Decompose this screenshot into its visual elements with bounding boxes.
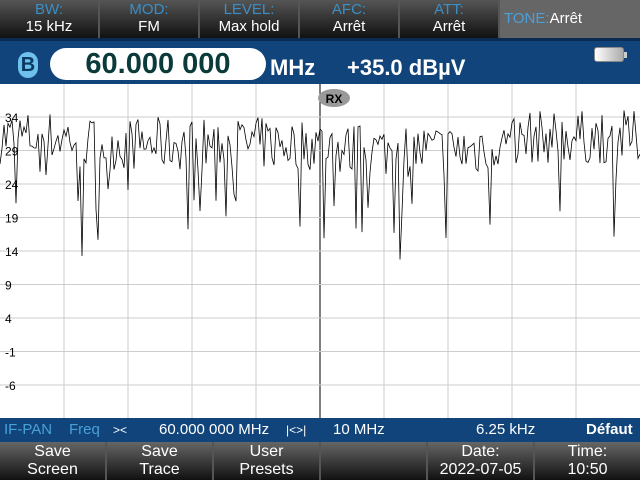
span-value: 10 MHz	[333, 421, 385, 438]
status-bar: IF-PAN Freq >< 60.000 000 MHz |<>| 10 MH…	[0, 418, 640, 442]
att-value: Arrêt	[432, 18, 466, 35]
freq-label: Freq	[69, 421, 100, 438]
user-presets-line1: User	[249, 443, 284, 460]
y-tick-label: 4	[5, 312, 12, 326]
bw-value: 15 kHz	[25, 18, 73, 35]
date-button[interactable]: Date: 2022-07-05	[428, 442, 535, 480]
rx-marker-label: RX	[326, 92, 343, 106]
rx-marker	[318, 89, 350, 107]
y-tick-label: 19	[5, 212, 19, 226]
att-button[interactable]: ATT: Arrêt	[400, 0, 500, 38]
save-screen-button[interactable]: Save Screen	[0, 442, 107, 480]
user-presets-line2: Presets	[239, 461, 294, 478]
mode-label: IF-PAN	[4, 421, 53, 438]
tone-label: TONE:	[504, 10, 550, 27]
y-tick-label: 34	[5, 111, 19, 125]
span-icon: |<>|	[286, 423, 307, 437]
level-label: LEVEL:	[223, 1, 275, 18]
frequency-input[interactable]: 60.000 000	[50, 48, 266, 80]
bottom-softkey-bar: Save Screen Save Trace User Presets Date: 20…	[0, 442, 640, 480]
center-frequency: 60.000 000 MHz	[159, 421, 270, 438]
afc-button[interactable]: AFC: Arrêt	[300, 0, 400, 38]
save-trace-line1: Save	[141, 443, 178, 460]
afc-value: Arrêt	[332, 18, 366, 35]
tone-button[interactable]: TONE:Arrêt	[500, 0, 640, 38]
receiver-badge[interactable]: B	[18, 52, 38, 78]
mod-value: FM	[138, 18, 160, 35]
user-presets-button[interactable]: User Presets	[214, 442, 321, 480]
save-trace-button[interactable]: Save Trace	[107, 442, 214, 480]
bw-button[interactable]: BW: 15 kHz	[0, 0, 100, 38]
frequency-header: B 60.000 000 MHz +35.0 dBµV	[0, 38, 640, 84]
save-screen-line2: Screen	[27, 461, 78, 478]
battery-icon	[594, 47, 627, 62]
date-value: 2022-07-05	[439, 461, 522, 478]
empty-softkey[interactable]	[321, 442, 428, 480]
mod-button[interactable]: MOD: FM	[100, 0, 200, 38]
time-value: 10:50	[567, 461, 608, 478]
level-readout: +35.0 dBµV	[347, 55, 466, 80]
top-softkey-bar: BW: 15 kHz MOD: FM LEVEL: Max hold AFC: Arrê…	[0, 0, 640, 38]
step-value: 6.25 kHz	[476, 421, 536, 438]
att-label: ATT:	[434, 1, 464, 18]
tone-value: Arrêt	[549, 10, 583, 27]
frequency-unit: MHz	[270, 55, 316, 80]
date-label: Date:	[461, 443, 500, 460]
preset-value: Défaut	[586, 421, 633, 438]
y-tick-label: 9	[5, 279, 12, 293]
spectrum-trace	[0, 110, 640, 260]
time-button[interactable]: Time: 10:50	[535, 442, 640, 480]
afc-label: AFC:	[331, 1, 367, 18]
mod-label: MOD:	[129, 1, 169, 18]
time-label: Time:	[567, 443, 608, 460]
save-trace-line2: Trace	[139, 461, 180, 478]
center-icon: ><	[113, 423, 128, 437]
y-tick-label: 29	[5, 145, 19, 159]
y-tick-label: -6	[5, 379, 16, 393]
y-tick-label: 14	[5, 245, 19, 259]
save-screen-line1: Save	[34, 443, 71, 460]
level-button[interactable]: LEVEL: Max hold	[200, 0, 300, 38]
level-value: Max hold	[218, 18, 280, 35]
bw-label: BW:	[34, 1, 64, 18]
y-tick-label: -1	[5, 346, 16, 360]
